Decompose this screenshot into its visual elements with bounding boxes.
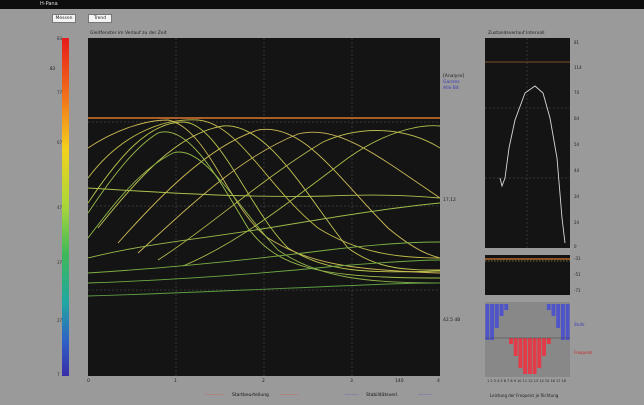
trend-tick: 64 — [574, 116, 580, 121]
color-scale-marker: 83 — [50, 66, 56, 71]
bar-stage-18 — [565, 304, 570, 340]
bar-series-label: Stufe — [574, 322, 585, 327]
bar-x-ticks: 1 2 3 4 5 6 7 8 9 10 11 12 13 14 15 16 1… — [487, 379, 567, 383]
color-scale-tick: 27 — [57, 318, 63, 323]
bar-frequency-12 — [537, 338, 542, 368]
mini-tick: -51 — [574, 272, 581, 277]
x-tick: 4 — [437, 379, 440, 384]
bar-stage-4 — [499, 304, 504, 316]
mini-tick: -31 — [574, 256, 581, 261]
x-tick: 3 — [350, 379, 353, 384]
trend-tick: 0 — [574, 244, 577, 249]
bar-frequency-7 — [513, 338, 518, 356]
mini-tick: -71 — [574, 288, 581, 293]
bar-stage-3 — [494, 304, 499, 328]
color-scale-bar — [62, 38, 69, 376]
frequency-bar-chart[interactable] — [485, 302, 570, 377]
trend-plot-canvas — [485, 38, 570, 248]
legend-line: ———— — [205, 393, 223, 398]
bar-frequency-9 — [523, 338, 528, 374]
color-scale-tick: 7 — [57, 372, 60, 377]
x-tick-extra: 140 — [395, 379, 404, 384]
trend-tick: 81 — [574, 40, 580, 45]
trend-tick: 34 — [574, 194, 580, 199]
x-tick: 2 — [262, 379, 265, 384]
legend-line: ———— — [280, 393, 298, 398]
mini-plot[interactable] — [485, 255, 570, 295]
bar-stage-15 — [551, 304, 556, 316]
trend-button[interactable]: Trend — [88, 14, 112, 23]
color-scale-tick: 37 — [57, 260, 63, 265]
x-tick: 1 — [174, 379, 177, 384]
app-title: H-Pana — [40, 1, 58, 7]
bar-stage-1 — [485, 304, 490, 340]
bar-frequency-14 — [546, 338, 551, 344]
bar-frequency-13 — [542, 338, 546, 356]
analysis-label: [Analyse] — [443, 74, 465, 79]
legend-line: ——— — [345, 393, 359, 398]
legend-label: Startbeurteilung — [232, 393, 269, 398]
color-scale-tick: 83 — [57, 36, 63, 41]
color-scale-tick: 67 — [57, 140, 63, 145]
bar-frequency-6 — [509, 338, 513, 344]
x-tick: 0 — [87, 379, 90, 384]
trend-plot[interactable] — [485, 38, 570, 248]
measure-button[interactable]: Messen — [52, 14, 76, 23]
trend-tick: 74 — [574, 90, 580, 95]
mini-plot-canvas — [485, 258, 570, 262]
color-scale-tick: 77 — [57, 90, 63, 95]
mid-value-label: 17,12 — [443, 198, 456, 203]
whole-label: Ganzes — [443, 80, 460, 85]
right-panel-title: Zustandsverlauf Intervall — [488, 31, 545, 36]
color-scale-tick: 47 — [57, 205, 63, 210]
level-label: 42,5 dB — [443, 318, 461, 323]
bar-frequency-8 — [518, 338, 523, 368]
all-bit-label: Alle Bit — [443, 86, 459, 91]
legend-label: Stabilitätsverl. — [366, 393, 399, 398]
bar-caption: Leistung der Frequenz je Richtung — [490, 393, 559, 398]
bar-series-label: Frequenz — [574, 350, 593, 355]
bar-frequency-11 — [532, 338, 537, 374]
trend-top-label: 114 — [574, 65, 582, 70]
bar-stage-2 — [490, 304, 495, 340]
title-bar: H-Pana — [0, 0, 644, 9]
trend-tick: 24 — [574, 220, 580, 225]
bar-stage-14 — [546, 304, 551, 310]
bar-frequency-10 — [527, 338, 532, 374]
trend-tick: 54 — [574, 142, 580, 147]
bar-stage-17 — [560, 304, 565, 340]
main-plot-title: Gleitfenster im Verlauf zu der Zeit — [90, 31, 167, 36]
bar-stage-5 — [504, 304, 509, 310]
main-plot-canvas — [87, 38, 441, 376]
trend-tick: 44 — [574, 168, 580, 173]
main-plot[interactable] — [87, 38, 441, 376]
frequency-bar-canvas — [485, 304, 570, 374]
legend-line: ——— — [418, 393, 432, 398]
bar-stage-16 — [556, 304, 561, 328]
